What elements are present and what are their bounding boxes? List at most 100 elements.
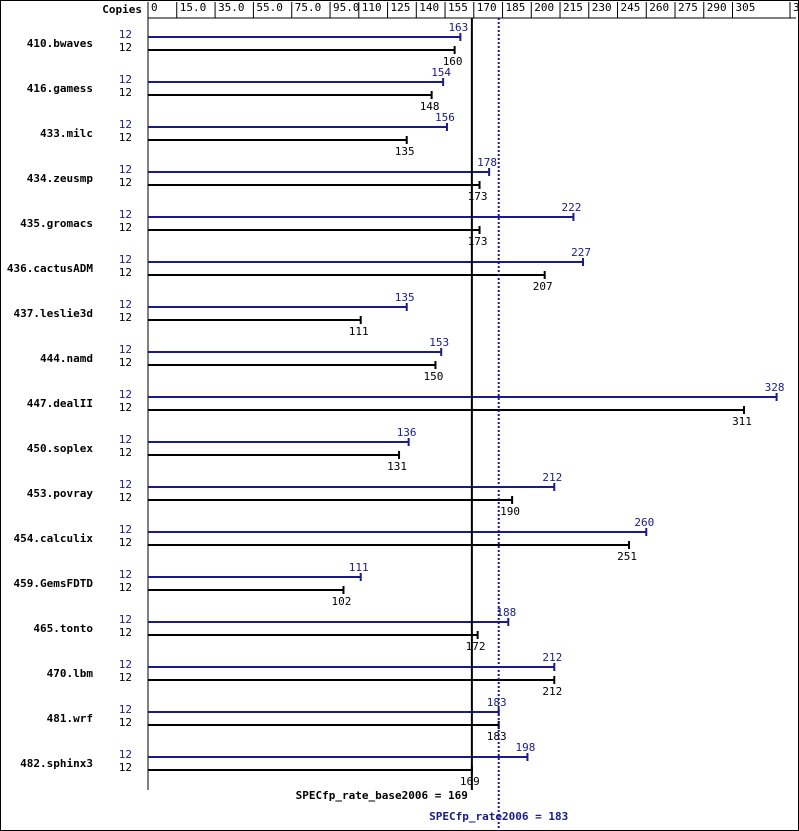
x-tick-label: 185 — [506, 1, 526, 14]
value-label: 136 — [397, 426, 417, 439]
value-label: 227 — [571, 246, 591, 259]
value-label: 169 — [460, 775, 480, 788]
value-label: 111 — [349, 561, 369, 574]
value-label: 131 — [387, 460, 407, 473]
value-label: 183 — [487, 696, 507, 709]
category-label: 453.povray — [27, 487, 94, 500]
value-label: 172 — [466, 640, 486, 653]
copies-label: 12 — [119, 568, 132, 581]
copies-label: 12 — [119, 523, 132, 536]
x-tick-label: 140 — [419, 1, 439, 14]
x-tick-label: 245 — [621, 1, 641, 14]
value-label: 135 — [395, 291, 415, 304]
value-label: 148 — [420, 100, 440, 113]
category-label: 435.gromacs — [20, 217, 93, 230]
copies-label: 12 — [119, 311, 132, 324]
category-label: 454.calculix — [14, 532, 94, 545]
value-label: 183 — [487, 730, 507, 743]
copies-label: 12 — [119, 536, 132, 549]
category-label: 481.wrf — [47, 712, 93, 725]
value-label: 188 — [496, 606, 516, 619]
copies-label: 12 — [119, 626, 132, 639]
copies-label: 12 — [119, 401, 132, 414]
x-tick-label: 170 — [477, 1, 497, 14]
copies-label: 12 — [119, 28, 132, 41]
copies-label: 12 — [119, 356, 132, 369]
value-label: 212 — [542, 651, 562, 664]
copies-label: 12 — [119, 388, 132, 401]
category-label: 459.GemsFDTD — [14, 577, 94, 590]
copies-label: 12 — [119, 671, 132, 684]
copies-label: 12 — [119, 298, 132, 311]
value-label: 153 — [429, 336, 449, 349]
copies-label: 12 — [119, 613, 132, 626]
copies-label: 12 — [119, 163, 132, 176]
copies-label: 12 — [119, 86, 132, 99]
x-tick-label: 95.0 — [333, 1, 360, 14]
value-label: 173 — [468, 190, 488, 203]
x-tick-label: 15.0 — [180, 1, 207, 14]
category-label: 433.milc — [40, 127, 93, 140]
category-label: 482.sphinx3 — [20, 757, 93, 770]
x-tick-label: 305 — [736, 1, 756, 14]
copies-label: 12 — [119, 478, 132, 491]
x-tick-label: 260 — [649, 1, 669, 14]
copies-label: 12 — [119, 761, 132, 774]
x-tick-label: 275 — [678, 1, 698, 14]
category-label: 416.gamess — [27, 82, 93, 95]
value-label: 260 — [634, 516, 654, 529]
value-label: 173 — [468, 235, 488, 248]
copies-label: 12 — [119, 176, 132, 189]
value-label: 212 — [542, 471, 562, 484]
value-label: 178 — [477, 156, 497, 169]
value-label: 156 — [435, 111, 455, 124]
value-label: 135 — [395, 145, 415, 158]
x-tick-label: 110 — [362, 1, 382, 14]
x-tick-label: 230 — [592, 1, 612, 14]
value-label: 160 — [443, 55, 463, 68]
value-label: 328 — [765, 381, 785, 394]
x-tick-label: 335 — [793, 1, 799, 14]
copies-label: 12 — [119, 716, 132, 729]
category-label: 436.cactusADM — [7, 262, 93, 275]
value-label: 154 — [431, 66, 451, 79]
copies-label: 12 — [119, 491, 132, 504]
category-label: 450.soplex — [27, 442, 94, 455]
x-tick-label: 200 — [534, 1, 554, 14]
x-tick-label: 155 — [448, 1, 468, 14]
copies-label: 12 — [119, 221, 132, 234]
category-label: 470.lbm — [47, 667, 94, 680]
value-label: 150 — [424, 370, 444, 383]
copies-label: 12 — [119, 266, 132, 279]
x-tick-label: 55.0 — [256, 1, 283, 14]
x-tick-label: 215 — [563, 1, 583, 14]
axis-title: Copies — [102, 3, 142, 16]
category-label: 444.namd — [40, 352, 93, 365]
value-label: 163 — [448, 21, 468, 34]
value-label: 111 — [349, 325, 369, 338]
copies-label: 12 — [119, 433, 132, 446]
copies-label: 12 — [119, 208, 132, 221]
copies-label: 12 — [119, 253, 132, 266]
copies-label: 12 — [119, 131, 132, 144]
category-label: 447.dealII — [27, 397, 93, 410]
value-label: 198 — [516, 741, 536, 754]
category-label: 410.bwaves — [27, 37, 93, 50]
value-label: 102 — [332, 595, 352, 608]
copies-label: 12 — [119, 748, 132, 761]
value-label: 190 — [500, 505, 520, 518]
x-tick-label: 0 — [151, 1, 158, 14]
copies-label: 12 — [119, 118, 132, 131]
copies-label: 12 — [119, 343, 132, 356]
category-label: 465.tonto — [33, 622, 93, 635]
value-label: 207 — [533, 280, 553, 293]
x-tick-label: 290 — [707, 1, 727, 14]
category-label: 434.zeusmp — [27, 172, 94, 185]
value-label: 212 — [542, 685, 562, 698]
x-tick-label: 75.0 — [295, 1, 322, 14]
value-label: 311 — [732, 415, 752, 428]
copies-label: 12 — [119, 581, 132, 594]
copies-label: 12 — [119, 703, 132, 716]
copies-label: 12 — [119, 446, 132, 459]
